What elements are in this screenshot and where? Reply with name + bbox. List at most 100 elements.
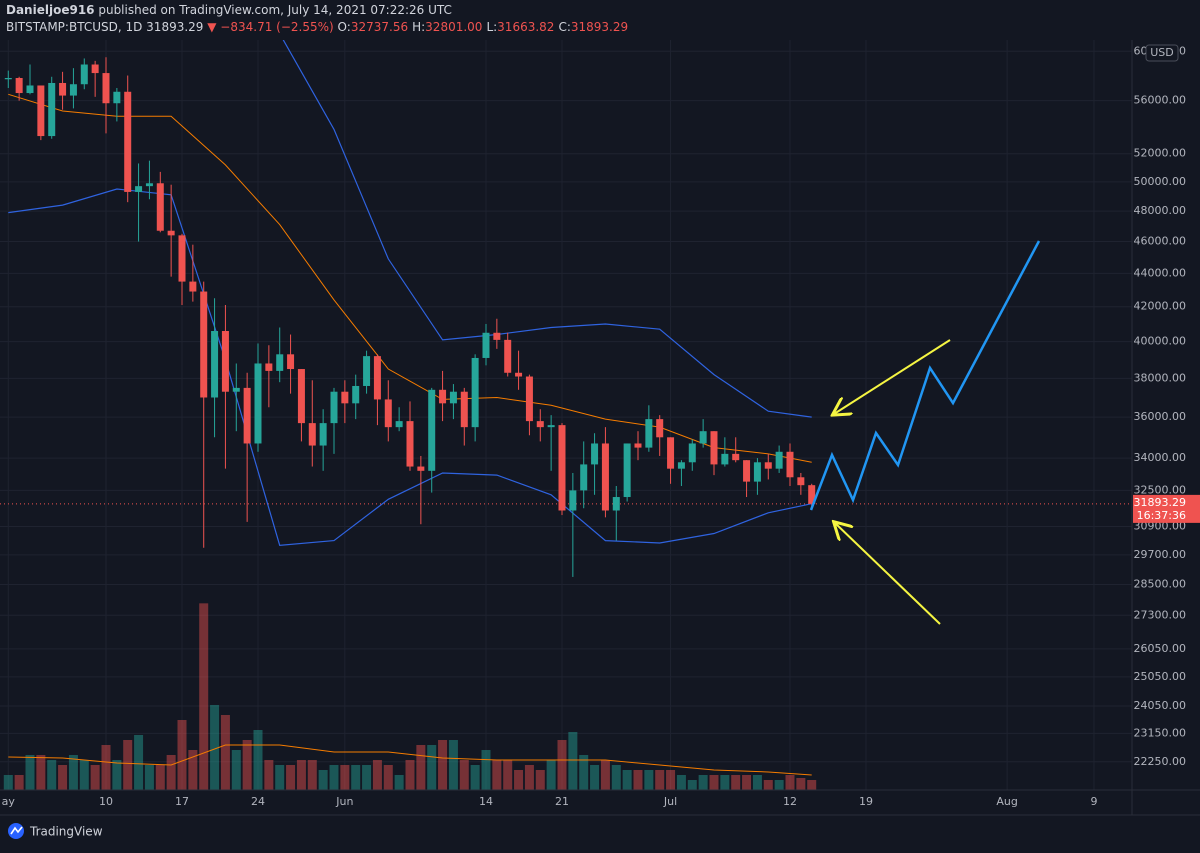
- candle-body: [743, 460, 751, 482]
- volume-bar: [763, 780, 773, 790]
- x-tick-label: 10: [99, 795, 113, 808]
- candle-body: [753, 462, 761, 482]
- candle-body: [439, 389, 447, 404]
- volume-bar: [307, 760, 317, 790]
- candle-body: [145, 183, 153, 187]
- candle-body: [645, 419, 653, 448]
- volume-bar: [210, 705, 220, 790]
- candle-body: [406, 421, 414, 467]
- candle-body: [677, 462, 685, 469]
- y-tick-label: 52000.00: [1134, 147, 1187, 160]
- volume-bar: [79, 760, 89, 790]
- candle-body: [69, 84, 77, 96]
- volume-bar: [199, 603, 209, 790]
- currency: USD: [1150, 46, 1174, 59]
- candle-body: [243, 387, 251, 444]
- x-tick-label: 12: [783, 795, 797, 808]
- ohlc-value: 31893.29: [570, 20, 629, 34]
- candle-body: [558, 425, 566, 511]
- candle-body: [612, 497, 620, 511]
- volume-bar: [3, 775, 13, 790]
- volume-bar: [438, 740, 448, 790]
- volume-bar: [275, 765, 285, 790]
- candle-body: [580, 464, 588, 491]
- y-tick-label: 38000.00: [1134, 371, 1187, 384]
- legend-line: BITSTAMP:BTCUSD, 1D 31893.29 ▼ −834.71 (…: [6, 20, 632, 34]
- grid: [0, 40, 1132, 790]
- volume-bar: [362, 765, 372, 790]
- prediction-line: [809, 240, 1041, 511]
- ohlc-label: H:: [412, 20, 426, 34]
- candle-body: [764, 462, 772, 469]
- y-tick-label: 29700.00: [1134, 548, 1187, 561]
- volume-bar: [731, 775, 741, 790]
- candle-body: [775, 451, 783, 469]
- volume-bar: [796, 778, 806, 790]
- volume-bar: [47, 760, 57, 790]
- candle-body: [221, 330, 229, 392]
- ohlc-value: 32801.00: [425, 20, 483, 34]
- volume-bar: [383, 765, 393, 790]
- volume-bar: [25, 755, 35, 790]
- y-tick-label: 34000.00: [1134, 451, 1187, 464]
- volume-bar: [687, 780, 697, 790]
- candle-body: [48, 82, 56, 137]
- price: 31893.29: [146, 20, 204, 34]
- y-tick-label: 28500.00: [1134, 577, 1187, 590]
- change: ▼ −834.71 (−2.55%): [207, 20, 334, 34]
- candle-body: [330, 391, 338, 424]
- x-tick-label: ay: [2, 795, 16, 808]
- volume-bar: [36, 755, 46, 790]
- candle-body: [319, 423, 327, 446]
- x-tick-label: 19: [859, 795, 873, 808]
- volume-bar: [448, 740, 458, 790]
- candle-body: [808, 485, 816, 504]
- candle-body: [634, 443, 642, 448]
- ohlc-value: 31663.82: [497, 20, 555, 34]
- candle-body: [460, 391, 468, 428]
- x-tick-label: Jun: [335, 795, 353, 808]
- candle-body: [308, 423, 316, 446]
- footer: TradingView: [29, 825, 103, 839]
- candle-body: [428, 389, 436, 471]
- y-tick-label: 40000.00: [1134, 335, 1187, 348]
- candle-body: [4, 78, 12, 80]
- y-tick-label: 23150.00: [1134, 726, 1187, 739]
- y-tick-label: 56000.00: [1134, 94, 1187, 107]
- candle-body: [482, 332, 490, 358]
- candle-body: [102, 73, 110, 104]
- y-tick-label: 25050.00: [1134, 670, 1187, 683]
- volume-bar: [807, 780, 817, 790]
- candle-body: [156, 183, 164, 231]
- candle-body: [363, 356, 371, 386]
- candle-body: [688, 443, 696, 463]
- candle-body: [449, 391, 457, 404]
- volume-ma-line: [8, 744, 812, 776]
- candle-body: [547, 425, 555, 428]
- volume-bar: [568, 732, 578, 790]
- x-tick-label: 24: [251, 795, 265, 808]
- currency-box: [1145, 44, 1179, 62]
- volume-bar: [144, 765, 154, 790]
- volume-bar: [633, 770, 643, 790]
- volume-bar: [329, 765, 339, 790]
- volume-bar: [286, 765, 296, 790]
- candle-body: [200, 291, 208, 398]
- volume-bar: [557, 740, 567, 790]
- volume-bar: [622, 770, 632, 790]
- volume-bar: [372, 760, 382, 790]
- y-tick-label: 32500.00: [1134, 483, 1187, 496]
- countdown: 16:37:36: [1137, 509, 1186, 522]
- volume-bar: [123, 740, 133, 790]
- ohlc: O:32737.56 H:32801.00 L:31663.82 C:31893.29: [338, 20, 633, 34]
- candle-body: [721, 453, 729, 465]
- volume-bar: [351, 765, 361, 790]
- volume-bar: [644, 770, 654, 790]
- y-tick-label: 27300.00: [1134, 608, 1187, 621]
- volume-bar: [546, 760, 556, 790]
- candle-body: [493, 332, 501, 340]
- volume-bar: [481, 750, 491, 790]
- published: published on TradingView.com, July 14, 2…: [98, 3, 452, 17]
- candle-body: [124, 91, 132, 192]
